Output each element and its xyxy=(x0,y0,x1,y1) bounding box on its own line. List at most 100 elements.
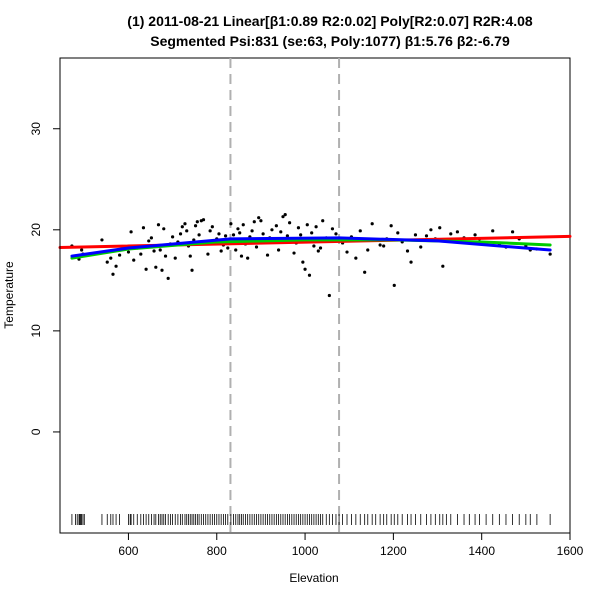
data-point xyxy=(226,246,230,250)
data-point xyxy=(160,268,164,272)
data-point xyxy=(279,230,283,234)
x-tick-label: 1600 xyxy=(557,544,584,558)
data-point xyxy=(250,229,254,233)
data-point xyxy=(438,226,442,230)
data-point xyxy=(236,227,240,231)
data-point xyxy=(252,220,256,224)
data-point xyxy=(473,233,477,237)
data-point xyxy=(301,260,305,264)
data-point xyxy=(310,231,314,235)
data-point xyxy=(307,273,312,277)
data-point xyxy=(154,265,158,269)
data-point xyxy=(292,251,296,255)
chart-subtitle: Segmented Psi:831 (se:63, Poly:1077) β1:… xyxy=(150,33,510,49)
data-point xyxy=(305,223,309,227)
data-point xyxy=(254,245,259,249)
data-point xyxy=(185,229,189,233)
data-point xyxy=(257,216,261,220)
data-point xyxy=(449,232,453,236)
data-point xyxy=(330,227,335,231)
data-point xyxy=(396,231,400,235)
x-tick-label: 800 xyxy=(207,544,227,558)
data-point xyxy=(259,219,263,223)
data-point xyxy=(195,220,199,224)
data-point xyxy=(210,225,214,229)
data-point xyxy=(303,267,307,271)
data-point xyxy=(389,224,393,228)
data-point xyxy=(270,228,274,232)
data-point xyxy=(276,248,281,252)
data-point xyxy=(152,249,156,253)
data-point xyxy=(409,260,413,264)
data-point xyxy=(129,230,133,234)
data-point xyxy=(378,243,382,247)
data-point xyxy=(419,245,423,249)
data-point xyxy=(241,223,245,227)
x-tick-label: 1400 xyxy=(468,544,495,558)
data-point xyxy=(491,229,495,233)
data-point xyxy=(144,267,148,271)
data-point xyxy=(424,234,429,238)
data-point xyxy=(156,223,161,227)
data-point xyxy=(139,252,143,256)
x-tick-label: 1000 xyxy=(292,544,319,558)
data-point xyxy=(193,224,198,228)
rug-ticks xyxy=(71,514,551,525)
data-point xyxy=(392,283,396,287)
data-point xyxy=(111,272,115,276)
data-point xyxy=(548,252,552,256)
data-point xyxy=(229,222,233,226)
data-point xyxy=(109,256,113,260)
data-point xyxy=(166,276,170,280)
data-point xyxy=(441,264,445,268)
breakpoint-lines xyxy=(229,58,341,533)
data-point xyxy=(455,230,460,234)
data-point xyxy=(327,293,331,298)
data-point xyxy=(274,224,278,228)
data-point xyxy=(206,252,210,256)
data-point xyxy=(334,232,338,236)
data-point xyxy=(201,218,206,222)
data-point xyxy=(173,256,177,260)
data-point xyxy=(208,229,212,233)
data-point xyxy=(126,250,131,254)
data-point xyxy=(231,233,236,237)
data-point xyxy=(382,244,386,248)
data-point xyxy=(132,258,136,262)
data-point xyxy=(318,246,323,250)
data-point xyxy=(354,256,358,260)
y-axis: 0 10 20 30 xyxy=(29,122,61,435)
data-point xyxy=(114,264,118,268)
data-point xyxy=(197,233,201,237)
y-tick-label: 0 xyxy=(29,428,43,435)
data-point xyxy=(162,227,166,231)
data-point xyxy=(234,248,238,252)
data-point xyxy=(345,250,349,254)
data-point xyxy=(413,233,418,237)
fit-lines xyxy=(58,234,572,260)
data-point xyxy=(429,228,433,232)
data-point xyxy=(316,249,320,253)
plot-frame xyxy=(59,57,571,534)
y-tick-label: 30 xyxy=(29,122,43,136)
data-point xyxy=(370,222,374,226)
data-point xyxy=(219,249,223,253)
x-tick-label: 1200 xyxy=(380,544,407,558)
data-point xyxy=(217,232,221,236)
y-axis-label: Temperature xyxy=(2,261,16,329)
x-tick-label: 600 xyxy=(118,544,138,558)
data-point xyxy=(118,253,122,257)
data-point xyxy=(312,244,316,248)
data-point xyxy=(265,253,270,257)
data-point xyxy=(296,226,301,230)
data-point xyxy=(281,215,285,219)
data-point xyxy=(366,248,370,252)
data-point xyxy=(314,225,318,229)
data-point xyxy=(285,234,290,238)
data-point xyxy=(105,260,109,264)
data-points xyxy=(70,213,552,298)
data-point xyxy=(299,233,303,237)
data-point xyxy=(163,254,168,258)
x-axis-label: Elevation xyxy=(289,571,338,585)
